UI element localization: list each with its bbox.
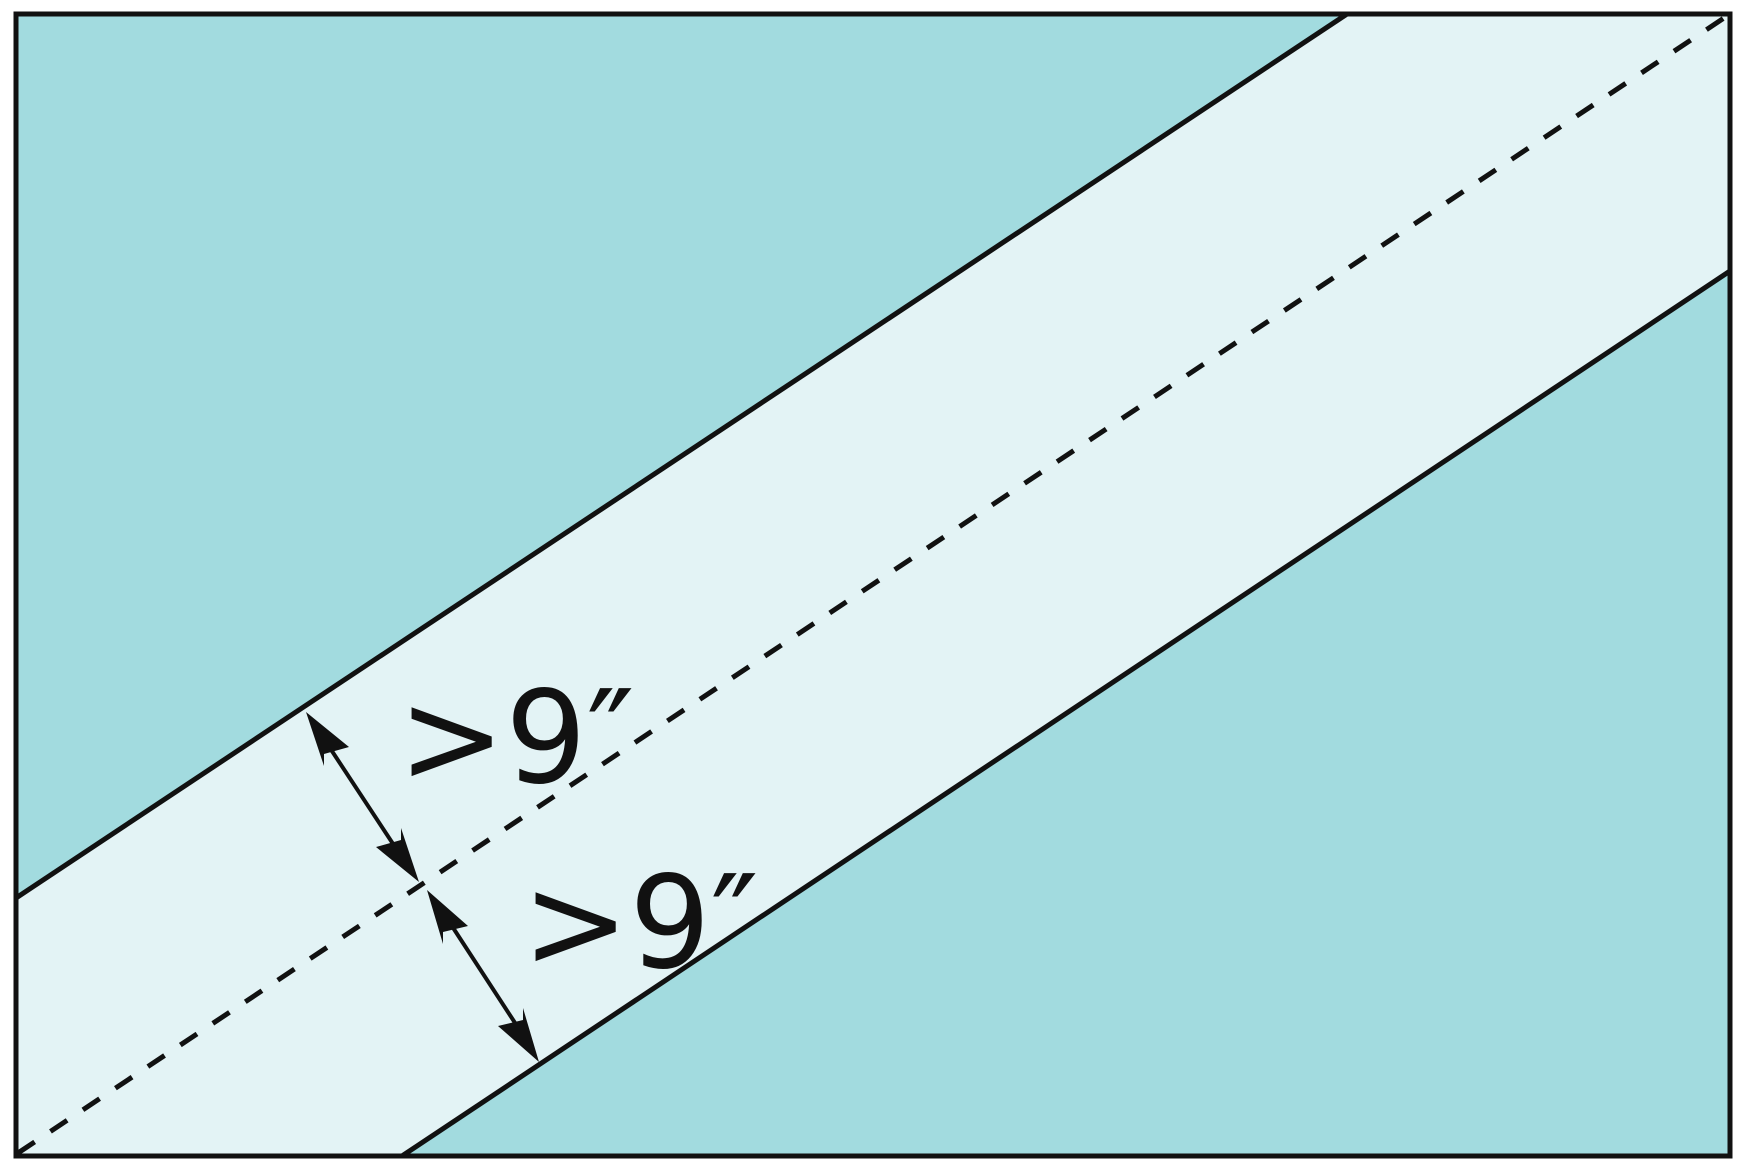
lower-dimension-arrow [427,890,539,1062]
upper-arrow-shaft [324,740,403,858]
band-lower-edge [400,268,1730,1156]
upper-arrowhead-top [306,712,349,766]
lower-arrow-shaft [446,918,521,1031]
centerline-dashed [16,14,1730,1156]
lower-arrowhead-top [427,890,468,944]
upper-arrowhead-bottom [376,828,419,882]
band-upper-edge [16,14,1349,901]
lower-clearance-label: >9″ [522,849,759,998]
upper-clearance-label: >9″ [398,664,635,813]
lower-arrowhead-bottom [498,1008,539,1062]
frame-border [13,11,1733,1159]
upper-dimension-arrow [306,712,419,882]
